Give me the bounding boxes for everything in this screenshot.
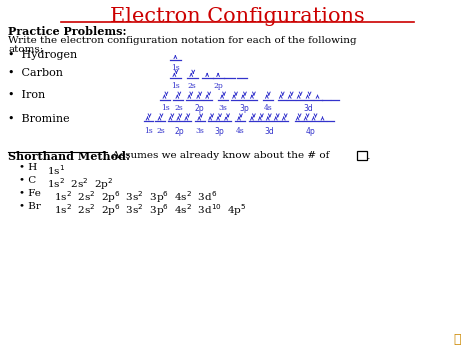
Text: Assumes we already know about the # of: Assumes we already know about the # of	[109, 151, 329, 160]
Text: • Br: • Br	[19, 202, 41, 211]
Text: 4p: 4p	[306, 127, 315, 136]
Text: 1s$^2$  2s$^2$  2p$^6$  3s$^2$  3p$^6$  4s$^2$  3d$^6$: 1s$^2$ 2s$^2$ 2p$^6$ 3s$^2$ 3p$^6$ 4s$^2…	[54, 189, 218, 205]
Text: • H: • H	[19, 163, 37, 172]
Text: 1s: 1s	[161, 104, 170, 111]
Text: 3p: 3p	[214, 127, 224, 136]
Text: 3p: 3p	[239, 104, 249, 113]
Text: 2p: 2p	[174, 127, 184, 136]
Text: 3s: 3s	[196, 127, 205, 135]
Text: •  Hydrogen: • Hydrogen	[9, 50, 78, 60]
Text: 2p: 2p	[213, 82, 223, 90]
Bar	[357, 151, 367, 160]
Text: • C: • C	[19, 176, 36, 185]
Text: 1s$^1$: 1s$^1$	[47, 163, 65, 177]
Text: 2s: 2s	[188, 82, 197, 90]
Text: 2s: 2s	[156, 127, 165, 135]
Text: 4s: 4s	[236, 127, 245, 135]
Text: Shorthand Method:: Shorthand Method:	[9, 151, 130, 162]
Text: • Fe: • Fe	[19, 189, 41, 198]
Text: .: .	[367, 151, 371, 161]
Text: 4s: 4s	[264, 104, 272, 111]
Text: 1s: 1s	[171, 64, 180, 72]
Text: 2s: 2s	[174, 104, 182, 111]
Text: •  Bromine: • Bromine	[9, 114, 70, 125]
Text: Electron Configurations: Electron Configurations	[109, 7, 365, 26]
Text: 3d: 3d	[264, 127, 273, 136]
Text: 1s: 1s	[144, 127, 153, 135]
Text: 3d: 3d	[304, 104, 313, 113]
Text: atoms:: atoms:	[9, 45, 44, 54]
Text: •  Carbon: • Carbon	[9, 68, 64, 78]
Text: Practice Problems:: Practice Problems:	[9, 26, 127, 37]
Text: 🔈: 🔈	[453, 333, 461, 346]
Text: Write the electron configuration notation for each of the following: Write the electron configuration notatio…	[9, 36, 357, 45]
Text: 1s: 1s	[171, 82, 180, 90]
Text: 3s: 3s	[219, 104, 228, 111]
Text: 1s$^2$  2s$^2$  2p$^6$  3s$^2$  3p$^6$  4s$^2$  3d$^{10}$  4p$^5$: 1s$^2$ 2s$^2$ 2p$^6$ 3s$^2$ 3p$^6$ 4s$^2…	[54, 202, 247, 218]
Text: 1s$^2$  2s$^2$  2p$^2$: 1s$^2$ 2s$^2$ 2p$^2$	[47, 176, 113, 192]
Text: 2p: 2p	[194, 104, 204, 113]
Text: •  Iron: • Iron	[9, 90, 46, 100]
